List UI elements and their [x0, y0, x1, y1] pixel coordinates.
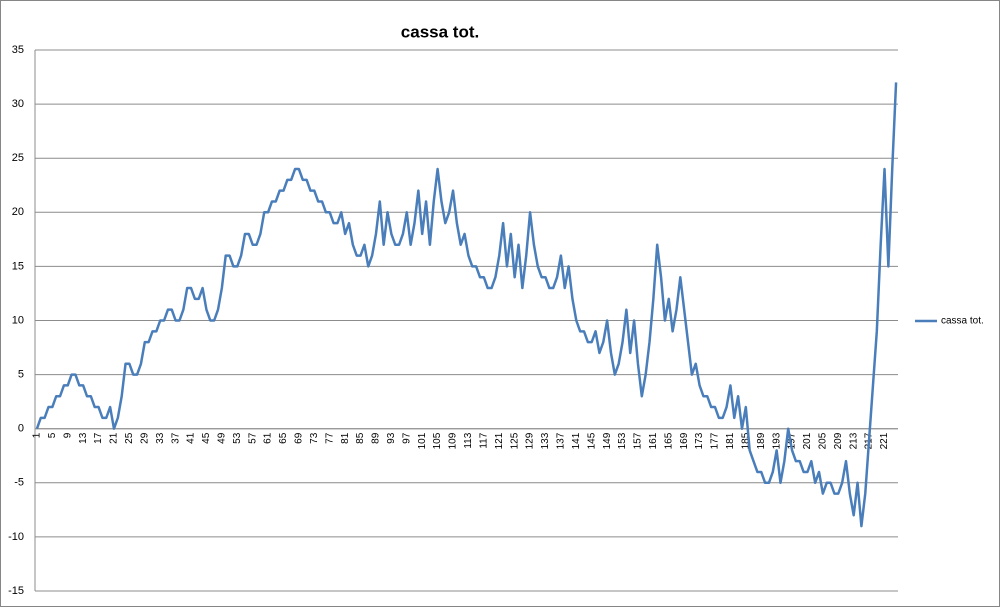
chart-title: cassa tot.: [401, 22, 479, 41]
x-tick-label: 5: [47, 432, 58, 438]
x-tick-label: 65: [278, 432, 289, 444]
x-tick-label: 141: [571, 432, 582, 449]
x-tick-label: 33: [155, 432, 166, 444]
x-tick-label: 101: [417, 432, 428, 449]
x-tick-label: 77: [324, 432, 335, 444]
x-tick-label: 37: [170, 432, 181, 444]
x-tick-label: 29: [139, 432, 150, 444]
y-tick-label: 25: [12, 152, 24, 164]
x-tick-label: 69: [294, 432, 305, 444]
x-tick-label: 213: [848, 432, 859, 449]
legend-label: cassa tot.: [941, 316, 984, 327]
x-tick-label: 201: [802, 432, 813, 449]
x-tick-label: 209: [833, 432, 844, 449]
x-tick-label: 45: [201, 432, 212, 444]
x-tick-label: 125: [509, 432, 520, 449]
x-tick-label: 109: [448, 432, 459, 449]
x-tick-label: 105: [432, 432, 443, 449]
x-tick-label: 129: [525, 432, 536, 449]
y-tick-label: 0: [18, 423, 24, 435]
x-tick-label: 113: [463, 432, 474, 448]
x-tick-label: 161: [648, 432, 659, 449]
y-tick-label: 15: [12, 260, 24, 272]
x-tick-label: 193: [771, 432, 782, 449]
x-tick-label: 145: [586, 432, 597, 449]
x-tick-label: 49: [216, 432, 227, 444]
x-tick-label: 41: [186, 432, 197, 444]
x-tick-label: 73: [309, 432, 320, 444]
x-tick-label: 13: [78, 432, 89, 444]
x-tick-label: 185: [740, 432, 751, 449]
x-tick-label: 21: [109, 432, 120, 444]
x-tick-label: 57: [247, 432, 258, 444]
y-tick-label: 5: [18, 369, 24, 381]
x-tick-label: 89: [371, 432, 382, 444]
x-tick-label: 25: [124, 432, 135, 444]
x-tick-label: 1: [32, 432, 43, 438]
y-tick-label: 35: [12, 44, 24, 56]
y-tick-label: 30: [12, 98, 24, 110]
x-tick-label: 157: [633, 432, 644, 449]
y-tick-label: -15: [8, 585, 24, 597]
x-tick-label: 61: [263, 432, 274, 444]
x-tick-label: 133: [540, 432, 551, 449]
x-tick-label: 97: [401, 432, 412, 444]
x-tick-label: 149: [602, 432, 613, 449]
x-tick-label: 165: [663, 432, 674, 449]
x-tick-label: 205: [818, 432, 829, 449]
x-tick-label: 9: [62, 432, 73, 438]
data-line: [35, 82, 898, 528]
x-tick-label: 181: [725, 432, 736, 449]
x-tick-label: 197: [787, 432, 798, 449]
y-tick-label: 20: [12, 206, 24, 218]
x-tick-label: 81: [340, 432, 351, 444]
x-tick-label: 121: [494, 432, 505, 449]
x-tick-label: 137: [556, 432, 567, 449]
y-tick-label: -10: [8, 531, 24, 543]
y-tick-label: -5: [14, 477, 24, 489]
x-tick-label: 53: [232, 432, 243, 444]
x-tick-label: 93: [386, 432, 397, 444]
x-tick-label: 169: [679, 432, 690, 449]
x-tick-label: 177: [710, 432, 721, 449]
x-tick-label: 153: [617, 432, 628, 449]
y-tick-label: 10: [12, 314, 24, 326]
x-tick-label: 189: [756, 432, 767, 449]
x-tick-label: 117: [478, 432, 489, 448]
x-tick-label: 17: [93, 432, 104, 444]
x-tick-label: 85: [355, 432, 366, 444]
x-tick-label: 221: [879, 432, 890, 449]
x-tick-label: 173: [694, 432, 705, 449]
